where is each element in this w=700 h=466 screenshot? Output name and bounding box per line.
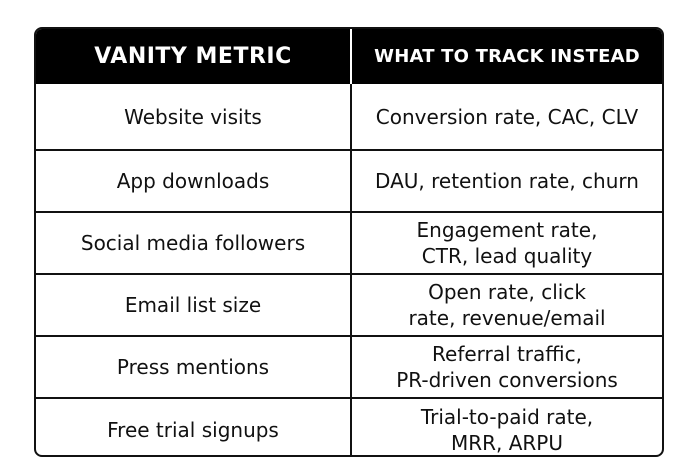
table-row: Social media followers Engagement rate, …	[36, 211, 662, 274]
table-row: App downloads DAU, retention rate, churn	[36, 149, 662, 212]
vanity-metric-cell: Email list size	[36, 273, 352, 336]
track-instead-cell: Referral traffic, PR-driven conversions	[351, 335, 662, 398]
track-instead-line: Open rate, click	[428, 280, 586, 304]
table-row: Email list size Open rate, click rate, r…	[36, 273, 662, 336]
header-vanity-metric: VANITY METRIC	[36, 29, 352, 84]
metrics-table: VANITY METRIC WHAT TO TRACK INSTEAD Webs…	[36, 29, 662, 455]
track-instead-line: Referral traffic,	[432, 342, 582, 366]
track-instead-line: rate, revenue/email	[408, 306, 606, 330]
track-instead-line: DAU, retention rate, churn	[375, 169, 639, 193]
track-instead-cell: DAU, retention rate, churn	[351, 149, 662, 212]
track-instead-line: Conversion rate, CAC, CLV	[375, 104, 639, 129]
track-instead-cell: Trial-to-paid rate, MRR, ARPU	[351, 397, 662, 455]
track-instead-cell: Open rate, click rate, revenue/email	[351, 273, 662, 336]
vanity-metric-cell: Social media followers	[36, 211, 352, 274]
table-row: Press mentions Referral traffic, PR-driv…	[36, 335, 662, 398]
metrics-table-container: VANITY METRIC WHAT TO TRACK INSTEAD Webs…	[34, 27, 664, 457]
track-instead-cell: Conversion rate, CAC, CLV	[351, 84, 662, 150]
table-row: Free trial signups Trial-to-paid rate, M…	[36, 397, 662, 455]
track-instead-line: MRR, ARPU	[450, 430, 564, 455]
track-instead-line: Engagement rate,	[416, 218, 598, 242]
vanity-metric-cell: App downloads	[36, 149, 352, 212]
table-row: Website visits Conversion rate, CAC, CLV	[36, 84, 662, 150]
header-what-to-track: WHAT TO TRACK INSTEAD	[374, 46, 640, 67]
vanity-metric-cell: Free trial signups	[36, 397, 352, 455]
track-instead-line: CTR, lead quality	[421, 244, 593, 268]
track-instead-line: PR-driven conversions	[396, 368, 618, 392]
vanity-metric-cell: Press mentions	[36, 335, 352, 398]
vanity-metric-cell: Website visits	[36, 84, 352, 150]
table-header-row: VANITY METRIC WHAT TO TRACK INSTEAD	[36, 29, 662, 84]
track-instead-cell: Engagement rate, CTR, lead quality	[351, 211, 662, 274]
track-instead-line: Trial-to-paid rate,	[420, 404, 594, 429]
